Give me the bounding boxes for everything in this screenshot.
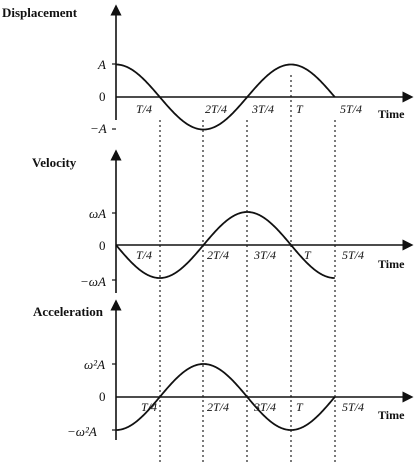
acceleration-pos-label: ω²A <box>84 357 105 372</box>
acceleration-tick-3t4: 3T/4 <box>253 400 276 414</box>
acceleration-zero-label: 0 <box>99 389 106 404</box>
displacement-panel: Displacement A 0 −A T/4 2T/4 3T/4 T 5T/4… <box>2 4 414 136</box>
velocity-tick-3t4: 3T/4 <box>253 248 276 262</box>
displacement-time-label: Time <box>378 107 405 121</box>
acceleration-time-label: Time <box>378 408 405 422</box>
velocity-tick-t: T <box>304 248 312 262</box>
displacement-tick-t: T <box>296 102 304 116</box>
displacement-curve <box>115 63 336 131</box>
acceleration-tick-5t4: 5T/4 <box>342 400 364 414</box>
velocity-curve <box>115 211 335 279</box>
velocity-tick-2t4: 2T/4 <box>207 248 229 262</box>
acceleration-title: Acceleration <box>33 304 104 319</box>
velocity-neg-label: −ωA <box>80 274 106 289</box>
displacement-tick-5t4: 5T/4 <box>340 102 362 116</box>
velocity-panel: Velocity ωA 0 −ωA T/4 2T/4 3T/4 T 5T/4 T… <box>32 149 414 293</box>
acceleration-tick-t4: T/4 <box>141 400 157 414</box>
displacement-pos-label: A <box>97 57 106 72</box>
velocity-zero-label: 0 <box>99 238 106 253</box>
displacement-tick-t4: T/4 <box>136 102 152 116</box>
acceleration-tick-t: T <box>296 400 304 414</box>
velocity-tick-t4: T/4 <box>136 248 152 262</box>
velocity-pos-label: ωA <box>89 206 106 221</box>
acceleration-curve <box>115 363 336 431</box>
velocity-time-label: Time <box>378 257 405 271</box>
acceleration-tick-2t4: 2T/4 <box>207 400 229 414</box>
displacement-neg-label: −A <box>90 121 107 136</box>
displacement-zero-label: 0 <box>99 89 106 104</box>
displacement-title: Displacement <box>2 5 78 20</box>
displacement-tick-2t4: 2T/4 <box>205 102 227 116</box>
acceleration-neg-label: −ω²A <box>67 424 97 439</box>
velocity-tick-5t4: 5T/4 <box>342 248 364 262</box>
acceleration-panel: Acceleration ω²A 0 −ω²A T/4 2T/4 3T/4 T … <box>33 299 414 440</box>
velocity-title: Velocity <box>32 155 77 170</box>
displacement-tick-3t4: 3T/4 <box>251 102 274 116</box>
vertical-guide-lines <box>159 75 336 462</box>
